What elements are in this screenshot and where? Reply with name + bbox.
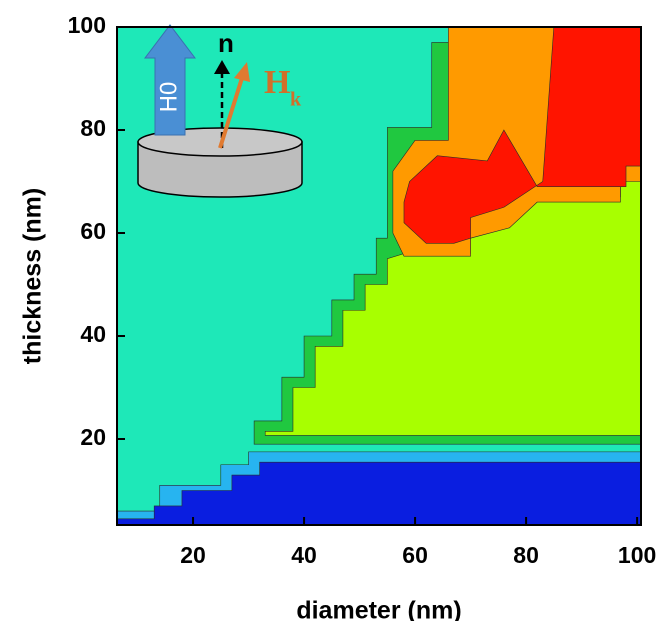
x-tick-label: 100: [618, 542, 656, 568]
h0-arrow: [143, 24, 197, 136]
x-tick-label: 80: [513, 542, 539, 568]
regions: [117, 27, 641, 525]
inset: H0 n H k: [137, 24, 303, 198]
y-tick-label: 80: [80, 115, 106, 141]
hk-subscript: k: [290, 89, 302, 111]
normal-head: [214, 60, 230, 74]
contour-region: [403, 27, 641, 244]
contour-region: [117, 461, 641, 525]
y-tick-label: 60: [80, 218, 106, 244]
x-tick-label: 40: [291, 542, 317, 568]
n-label: n: [218, 28, 234, 58]
plot-frame: [116, 26, 642, 526]
hk-head: [234, 62, 250, 82]
hk-label: H: [264, 64, 290, 101]
y-tick-label: 100: [68, 12, 106, 38]
x-tick-label: 20: [180, 542, 206, 568]
h0-label: H0: [155, 82, 182, 113]
axes: 20 40 60 80 100 20 40 60 80 100: [68, 12, 657, 568]
y-axis-title: thickness (nm): [19, 188, 47, 364]
cylinder-body: [137, 141, 303, 198]
y-tick-label: 40: [80, 321, 106, 347]
hk-line: [218, 77, 244, 149]
x-tick-label: 60: [402, 542, 428, 568]
y-tick-label: 20: [80, 424, 106, 450]
x-axis-title: diameter (nm): [296, 597, 461, 621]
